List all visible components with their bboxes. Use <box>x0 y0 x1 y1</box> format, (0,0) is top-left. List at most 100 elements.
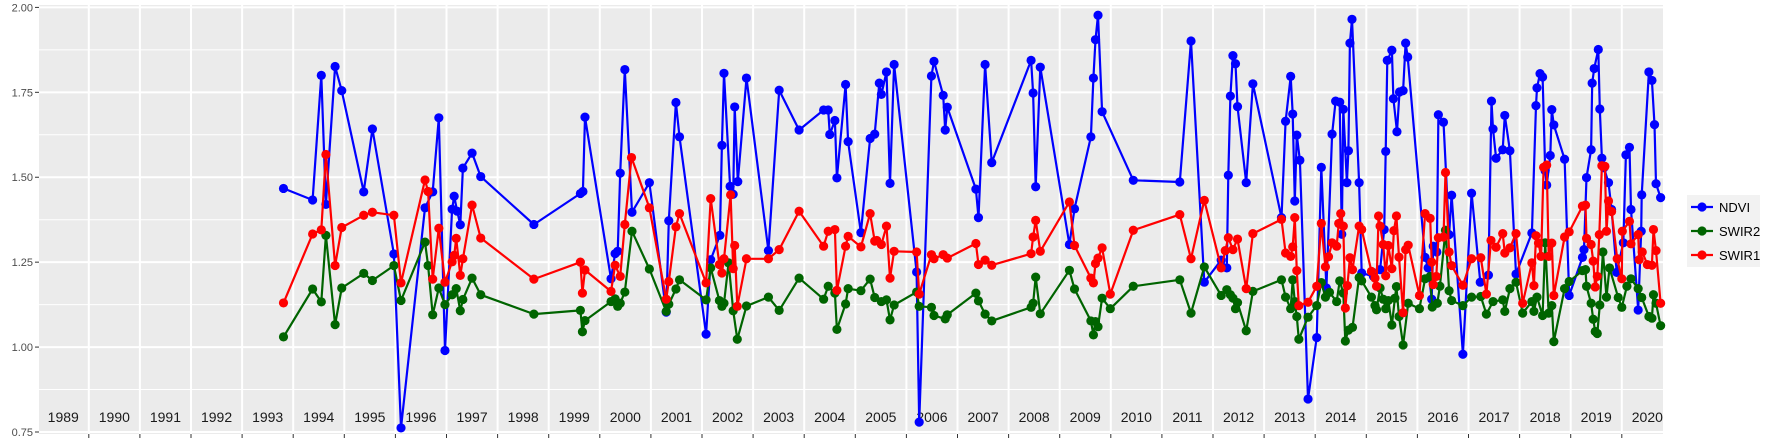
data-point <box>1401 38 1411 48</box>
year-label: 1994 <box>303 409 334 425</box>
data-point <box>1097 293 1107 303</box>
data-point <box>728 264 738 274</box>
data-point <box>876 239 886 250</box>
data-point <box>1286 304 1296 314</box>
data-point <box>644 178 654 188</box>
data-point <box>1505 243 1515 253</box>
data-point <box>1223 170 1233 180</box>
data-point <box>1458 301 1468 311</box>
data-point <box>987 316 997 326</box>
data-point <box>1637 247 1647 257</box>
year-label: 1991 <box>150 409 181 425</box>
data-point <box>1338 221 1348 231</box>
data-point <box>1590 282 1600 292</box>
data-point <box>615 168 625 178</box>
data-point <box>1228 51 1238 61</box>
data-point <box>1588 256 1598 266</box>
data-point <box>455 270 465 281</box>
data-point <box>1447 295 1457 306</box>
data-point <box>973 213 984 223</box>
data-point <box>706 194 716 204</box>
data-point <box>1606 206 1617 217</box>
data-point <box>1624 142 1635 152</box>
data-point <box>1336 208 1346 219</box>
year-label: 2001 <box>661 409 692 425</box>
data-point <box>671 222 681 232</box>
data-point <box>1427 257 1437 267</box>
data-point <box>701 278 711 288</box>
data-point <box>1327 129 1337 139</box>
year-label: 2015 <box>1376 409 1407 425</box>
data-point <box>1216 290 1226 301</box>
data-point <box>1232 101 1243 112</box>
data-point <box>1388 94 1398 104</box>
data-point <box>1491 153 1501 163</box>
year-label: 1996 <box>405 409 436 425</box>
data-point <box>440 300 450 310</box>
data-point <box>1579 244 1589 255</box>
data-point <box>1564 290 1574 301</box>
data-point <box>1613 292 1623 303</box>
data-point <box>914 417 924 427</box>
data-point <box>396 423 406 433</box>
data-point <box>840 299 851 309</box>
data-point <box>1633 230 1643 240</box>
data-point <box>725 181 735 192</box>
data-point <box>763 254 774 264</box>
data-point <box>467 273 477 283</box>
data-point <box>719 254 729 264</box>
year-label: 2017 <box>1478 409 1509 425</box>
data-point <box>1518 298 1528 308</box>
data-point <box>606 286 616 296</box>
data-point <box>1626 239 1636 249</box>
data-point <box>885 178 895 188</box>
data-point <box>1586 239 1596 250</box>
data-point <box>874 78 884 88</box>
data-point <box>577 288 588 298</box>
data-point <box>627 207 637 217</box>
data-point <box>1026 249 1036 259</box>
data-point <box>1398 86 1408 96</box>
data-point <box>830 224 840 235</box>
data-point <box>613 246 623 256</box>
data-point <box>1531 100 1541 111</box>
data-point <box>929 56 939 67</box>
data-point <box>726 190 736 200</box>
legend-key-point <box>1697 250 1707 260</box>
data-point <box>1028 298 1038 308</box>
data-point <box>926 302 937 312</box>
data-point <box>671 97 681 108</box>
data-point <box>455 306 465 316</box>
data-point <box>1026 55 1036 65</box>
data-point <box>1230 59 1241 69</box>
data-point <box>1656 321 1666 331</box>
data-point <box>1031 272 1041 282</box>
data-point <box>1587 78 1597 88</box>
data-point <box>1403 52 1413 62</box>
data-point <box>1343 146 1354 156</box>
year-label: 2002 <box>712 409 743 425</box>
data-point <box>1500 306 1510 317</box>
data-point <box>1498 295 1508 305</box>
data-point <box>1312 332 1322 343</box>
data-point <box>420 237 430 247</box>
data-point <box>671 284 681 294</box>
data-point <box>825 129 835 140</box>
data-point <box>1303 312 1313 322</box>
data-point <box>1488 296 1498 307</box>
data-point <box>1342 178 1352 188</box>
data-point <box>1549 290 1559 301</box>
data-point <box>458 254 468 264</box>
data-point <box>973 296 984 306</box>
data-point <box>1549 120 1559 130</box>
data-point <box>1186 36 1196 46</box>
data-point <box>1332 296 1342 307</box>
data-point <box>1440 167 1451 178</box>
data-point <box>1035 309 1045 319</box>
data-point <box>1580 200 1591 210</box>
data-point <box>1626 204 1636 215</box>
data-point <box>1387 45 1397 55</box>
data-point <box>1586 145 1596 155</box>
year-label: 2008 <box>1019 409 1050 425</box>
